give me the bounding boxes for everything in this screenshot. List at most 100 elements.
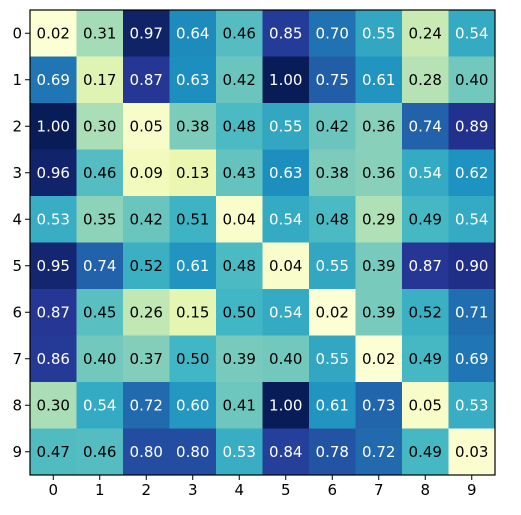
cell-value-label: 0.51 <box>176 210 209 228</box>
heatmap-cell-0-8 <box>402 10 449 57</box>
heatmap-cell-7-1 <box>76 335 124 383</box>
cell-value-label: 0.04 <box>223 210 256 228</box>
cell-value-label: 0.17 <box>83 71 116 89</box>
cell-value-label: 0.31 <box>83 24 116 42</box>
cell-value-label: 1.00 <box>37 117 70 135</box>
cell-value-label: 0.69 <box>455 350 488 368</box>
cell-value-label: 0.46 <box>223 24 256 42</box>
heatmap-cell-3-4 <box>216 149 263 197</box>
cell-value-label: 0.38 <box>316 164 349 182</box>
cell-value-label: 0.87 <box>409 257 442 275</box>
cell-value-label: 0.02 <box>362 350 395 368</box>
heatmap-cell-4-1 <box>76 196 124 243</box>
cell-value-label: 0.50 <box>223 303 256 321</box>
cell-value-label: 0.36 <box>362 164 395 182</box>
heatmap-cell-8-5 <box>262 382 310 429</box>
cell-value-label: 1.00 <box>269 396 302 414</box>
cell-value-label: 0.13 <box>176 164 209 182</box>
cell-value-label: 0.70 <box>316 24 349 42</box>
cell-value-label: 0.97 <box>130 24 163 42</box>
heatmap-cell-9-3 <box>169 428 217 476</box>
heatmap-cell-5-7 <box>355 242 403 290</box>
heatmap-cell-6-5 <box>262 289 310 336</box>
cell-value-label: 0.55 <box>316 350 349 368</box>
heatmap-cell-5-9 <box>448 242 496 290</box>
heatmap-cell-6-3 <box>169 289 217 336</box>
heatmap-cell-5-4 <box>216 242 263 290</box>
y-tick-label: 4 <box>12 210 22 228</box>
cell-value-label: 0.54 <box>269 303 302 321</box>
heatmap-cell-1-9 <box>448 56 496 104</box>
heatmap-cell-6-4 <box>216 289 263 336</box>
cell-value-label: 0.78 <box>316 443 349 461</box>
heatmap-cell-2-2 <box>123 103 170 150</box>
cell-value-label: 0.64 <box>176 24 209 42</box>
cell-value-label: 0.71 <box>455 303 488 321</box>
cell-value-label: 0.49 <box>409 210 442 228</box>
y-tick-label: 6 <box>12 303 22 321</box>
heatmap-cell-4-3 <box>169 196 217 243</box>
heatmap-cell-1-3 <box>169 56 217 104</box>
heatmap-cell-6-0 <box>30 289 77 336</box>
heatmap-cell-9-6 <box>309 428 356 476</box>
cell-value-label: 0.48 <box>223 257 256 275</box>
heatmap-cell-7-6 <box>309 335 356 383</box>
heatmap-cell-9-1 <box>76 428 124 476</box>
heatmap-cell-8-4 <box>216 382 263 429</box>
cell-value-label: 0.87 <box>37 303 70 321</box>
heatmap-cell-6-9 <box>448 289 496 336</box>
heatmap-cell-8-8 <box>402 382 449 429</box>
cell-value-label: 0.72 <box>130 396 163 414</box>
y-tick-label: 0 <box>12 24 22 42</box>
heatmap-cell-5-3 <box>169 242 217 290</box>
heatmap-cell-7-5 <box>262 335 310 383</box>
x-tick-label: 9 <box>467 481 477 499</box>
cell-value-label: 0.09 <box>130 164 163 182</box>
heatmap-cell-4-9 <box>448 196 496 243</box>
cell-value-label: 0.53 <box>455 396 488 414</box>
cell-value-label: 0.62 <box>455 164 488 182</box>
cell-value-label: 0.29 <box>362 210 395 228</box>
heatmap-cell-2-9 <box>448 103 496 150</box>
cell-value-label: 0.80 <box>130 443 163 461</box>
heatmap-cell-5-2 <box>123 242 170 290</box>
heatmap-cell-4-7 <box>355 196 403 243</box>
cell-value-label: 0.47 <box>37 443 70 461</box>
cell-value-label: 0.05 <box>409 396 442 414</box>
heatmap-cell-3-0 <box>30 149 77 197</box>
cell-value-label: 0.50 <box>176 350 209 368</box>
heatmap-cell-9-2 <box>123 428 170 476</box>
heatmap-cell-8-1 <box>76 382 124 429</box>
heatmap-cell-0-7 <box>355 10 403 57</box>
x-tick-label: 6 <box>327 481 337 499</box>
cell-value-label: 0.54 <box>269 210 302 228</box>
cell-value-label: 0.37 <box>130 350 163 368</box>
heatmap-cell-1-0 <box>30 56 77 104</box>
cell-value-label: 0.48 <box>223 117 256 135</box>
cell-value-label: 0.55 <box>362 24 395 42</box>
heatmap-cell-4-0 <box>30 196 77 243</box>
heatmap-cell-3-9 <box>448 149 496 197</box>
heatmap-cell-5-6 <box>309 242 356 290</box>
cell-value-label: 0.55 <box>316 257 349 275</box>
cell-value-label: 0.61 <box>316 396 349 414</box>
cell-value-label: 0.28 <box>409 71 442 89</box>
x-tick-label: 8 <box>420 481 430 499</box>
y-tick-label: 7 <box>12 350 22 368</box>
cell-value-label: 0.42 <box>316 117 349 135</box>
heatmap-cell-8-7 <box>355 382 403 429</box>
heatmap-cell-3-8 <box>402 149 449 197</box>
cell-value-label: 0.80 <box>176 443 209 461</box>
cell-value-label: 0.52 <box>409 303 442 321</box>
heatmap-cell-8-3 <box>169 382 217 429</box>
heatmap-cell-6-6 <box>309 289 356 336</box>
heatmap-cell-0-0 <box>30 10 77 57</box>
cell-value-label: 0.41 <box>223 396 256 414</box>
cell-value-label: 0.40 <box>269 350 302 368</box>
heatmap-cell-9-4 <box>216 428 263 476</box>
cell-value-label: 0.54 <box>409 164 442 182</box>
cell-value-label: 0.63 <box>269 164 302 182</box>
heatmap-cell-1-8 <box>402 56 449 104</box>
heatmap-cell-9-5 <box>262 428 310 476</box>
heatmap-cell-1-5 <box>262 56 310 104</box>
